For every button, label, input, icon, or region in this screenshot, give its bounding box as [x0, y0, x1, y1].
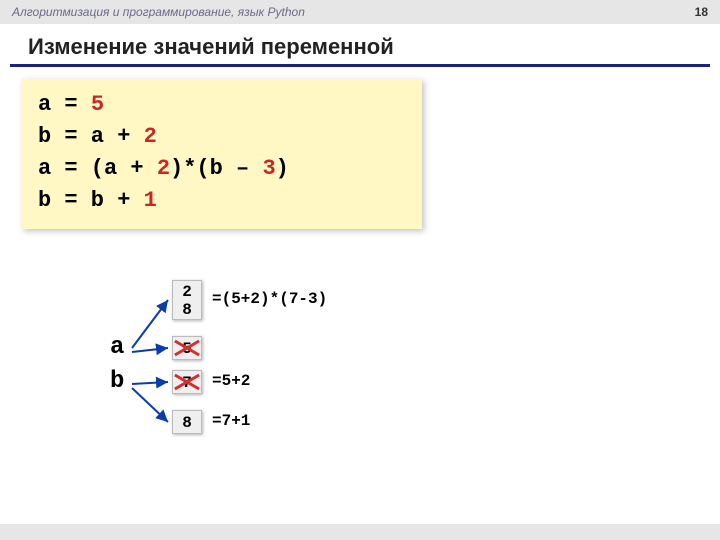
code-line-1: a = 5 [38, 89, 406, 121]
annot-b-new: =7+1 [212, 412, 250, 430]
page-number: 18 [695, 5, 708, 19]
arrows-svg [0, 250, 720, 510]
bottom-bar [0, 524, 720, 540]
code-line-2: b = a + 2 [38, 121, 406, 153]
page-title: Изменение значений переменной [10, 24, 710, 67]
code-line-4: b = b + 1 [38, 185, 406, 217]
code-line-3: a = (a + 2)*(b – 3) [38, 153, 406, 185]
top-bar: Алгоритмизация и программирование, язык … [0, 0, 720, 24]
cell-a-new: 2 8 [172, 280, 202, 320]
cell-a-old: 5 [172, 336, 202, 360]
cell-b-old: 7 [172, 370, 202, 394]
cell-b-new: 8 [172, 410, 202, 434]
annot-b-old: =5+2 [212, 372, 250, 390]
var-b-label: b [110, 368, 124, 395]
var-a-label: a [110, 334, 124, 361]
trace-diagram: a b 2 8 =(5+2)*(7-3) 5 7 =5+2 8 =7+1 [0, 250, 720, 510]
code-block: a = 5 b = a + 2 a = (a + 2)*(b – 3) b = … [22, 79, 422, 229]
annot-a-new: =(5+2)*(7-3) [212, 290, 327, 308]
breadcrumb: Алгоритмизация и программирование, язык … [12, 5, 305, 19]
